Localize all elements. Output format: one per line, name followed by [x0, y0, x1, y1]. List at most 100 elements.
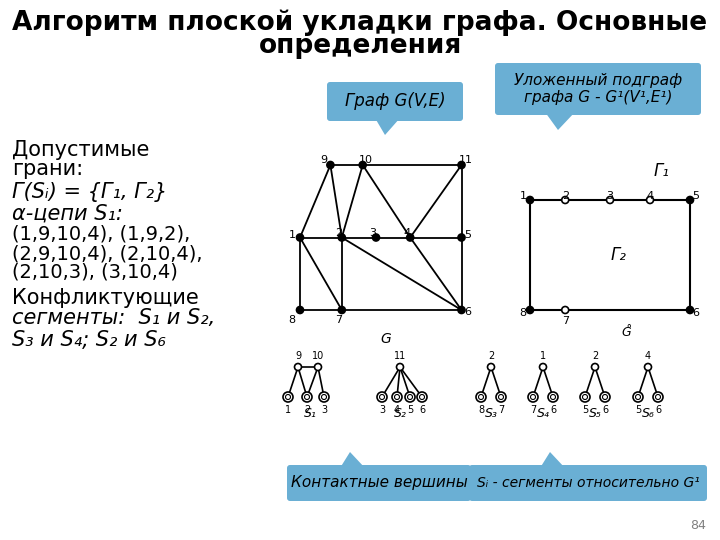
Text: 5: 5 — [582, 405, 588, 415]
Text: G̊: G̊ — [621, 327, 631, 340]
Circle shape — [644, 363, 652, 370]
Text: 7: 7 — [336, 315, 343, 325]
Circle shape — [548, 392, 558, 402]
Circle shape — [305, 395, 310, 400]
Text: 2: 2 — [592, 351, 598, 361]
Circle shape — [302, 392, 312, 402]
Circle shape — [653, 392, 663, 402]
Text: 3: 3 — [321, 405, 327, 415]
Text: 7: 7 — [562, 316, 569, 326]
Circle shape — [603, 395, 608, 400]
Text: 84: 84 — [690, 519, 706, 532]
Text: 4: 4 — [404, 228, 411, 239]
Circle shape — [655, 395, 660, 400]
Text: грани:: грани: — [12, 159, 83, 179]
FancyBboxPatch shape — [327, 82, 463, 121]
Text: 6: 6 — [602, 405, 608, 415]
FancyBboxPatch shape — [287, 465, 471, 501]
Circle shape — [551, 395, 556, 400]
Text: (1,9,10,4), (1,9,2),: (1,9,10,4), (1,9,2), — [12, 225, 190, 244]
Circle shape — [531, 395, 536, 400]
Text: 2: 2 — [304, 405, 310, 415]
Text: 9: 9 — [320, 155, 327, 165]
Text: 8: 8 — [519, 308, 526, 318]
Text: (2,10,3), (3,10,4): (2,10,3), (3,10,4) — [12, 263, 178, 282]
FancyBboxPatch shape — [469, 465, 707, 501]
Text: Г(Sᵢ) = {Г₁, Г₂}: Г(Sᵢ) = {Г₁, Г₂} — [12, 182, 167, 202]
Circle shape — [372, 234, 379, 241]
Text: 10: 10 — [359, 155, 373, 165]
Circle shape — [528, 392, 538, 402]
Text: 1: 1 — [540, 351, 546, 361]
Text: Г₂: Г₂ — [610, 246, 626, 264]
Circle shape — [286, 395, 290, 400]
Text: 4: 4 — [394, 405, 400, 415]
Circle shape — [297, 234, 304, 241]
Text: 10: 10 — [312, 351, 324, 361]
Circle shape — [600, 392, 610, 402]
Circle shape — [315, 363, 322, 370]
Circle shape — [327, 161, 334, 168]
Text: Граф G(V,E): Граф G(V,E) — [345, 92, 445, 111]
Circle shape — [407, 234, 414, 241]
Circle shape — [606, 197, 613, 204]
Circle shape — [405, 392, 415, 402]
Circle shape — [458, 161, 465, 168]
Circle shape — [487, 363, 495, 370]
Text: α-цепи S₁:: α-цепи S₁: — [12, 204, 123, 224]
Text: Алгоритм плоской укладки графа. Основные: Алгоритм плоской укладки графа. Основные — [12, 10, 708, 37]
Text: 9: 9 — [295, 351, 301, 361]
Text: 2: 2 — [336, 228, 343, 239]
Text: 2: 2 — [562, 191, 569, 201]
Circle shape — [408, 395, 413, 400]
Circle shape — [580, 392, 590, 402]
Text: 6: 6 — [464, 307, 471, 317]
Text: 5: 5 — [464, 230, 471, 240]
Text: S₅: S₅ — [588, 407, 601, 420]
Polygon shape — [375, 118, 400, 135]
Circle shape — [377, 392, 387, 402]
Text: 3: 3 — [379, 405, 385, 415]
Text: S₄: S₄ — [536, 407, 549, 420]
Text: 6: 6 — [693, 308, 700, 318]
Text: 1: 1 — [285, 405, 291, 415]
Text: 4: 4 — [647, 191, 654, 201]
Text: 1: 1 — [520, 191, 526, 201]
Circle shape — [338, 307, 346, 314]
Text: Конфликтующие: Конфликтующие — [12, 288, 199, 308]
Text: G: G — [380, 332, 391, 346]
Circle shape — [397, 363, 403, 370]
Text: 3: 3 — [369, 228, 377, 239]
Circle shape — [526, 197, 534, 204]
Circle shape — [319, 392, 329, 402]
Text: 6: 6 — [550, 405, 556, 415]
Text: S₃: S₃ — [485, 407, 498, 420]
Circle shape — [686, 307, 693, 314]
Text: 6: 6 — [655, 405, 661, 415]
Polygon shape — [340, 452, 365, 468]
Text: Sᵢ - сегменты относительно G¹: Sᵢ - сегменты относительно G¹ — [477, 476, 699, 490]
Circle shape — [636, 395, 641, 400]
Text: определения: определения — [258, 33, 462, 59]
Polygon shape — [540, 452, 565, 468]
Circle shape — [283, 392, 293, 402]
Text: 5: 5 — [407, 405, 413, 415]
Text: 6: 6 — [419, 405, 425, 415]
Circle shape — [633, 392, 643, 402]
Circle shape — [420, 395, 425, 400]
Text: 7: 7 — [498, 405, 504, 415]
Circle shape — [498, 395, 503, 400]
Text: Г₁: Г₁ — [653, 162, 669, 180]
Circle shape — [297, 307, 304, 314]
Circle shape — [476, 392, 486, 402]
Circle shape — [647, 197, 654, 204]
Circle shape — [338, 234, 346, 241]
Circle shape — [526, 307, 534, 314]
Text: 7: 7 — [530, 405, 536, 415]
Circle shape — [592, 363, 598, 370]
FancyBboxPatch shape — [495, 63, 701, 115]
Text: Уложенный подграф
графа G - G¹(V¹,E¹): Уложенный подграф графа G - G¹(V¹,E¹) — [514, 73, 682, 105]
Text: S₃ и S₄; S₂ и S₆: S₃ и S₄; S₂ и S₆ — [12, 330, 166, 350]
Text: S₂: S₂ — [394, 407, 406, 420]
Text: 3: 3 — [606, 191, 613, 201]
